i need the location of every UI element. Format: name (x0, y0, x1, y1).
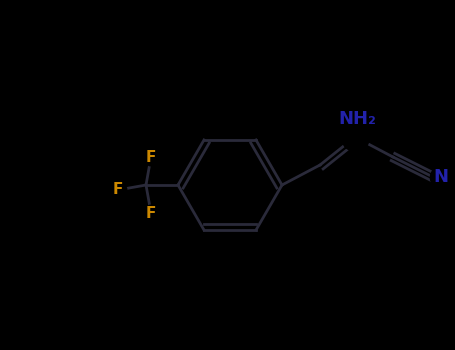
Text: F: F (146, 205, 156, 220)
Text: N: N (434, 168, 449, 186)
Text: NH₂: NH₂ (338, 110, 376, 128)
Text: F: F (146, 149, 156, 164)
Text: F: F (113, 182, 123, 197)
